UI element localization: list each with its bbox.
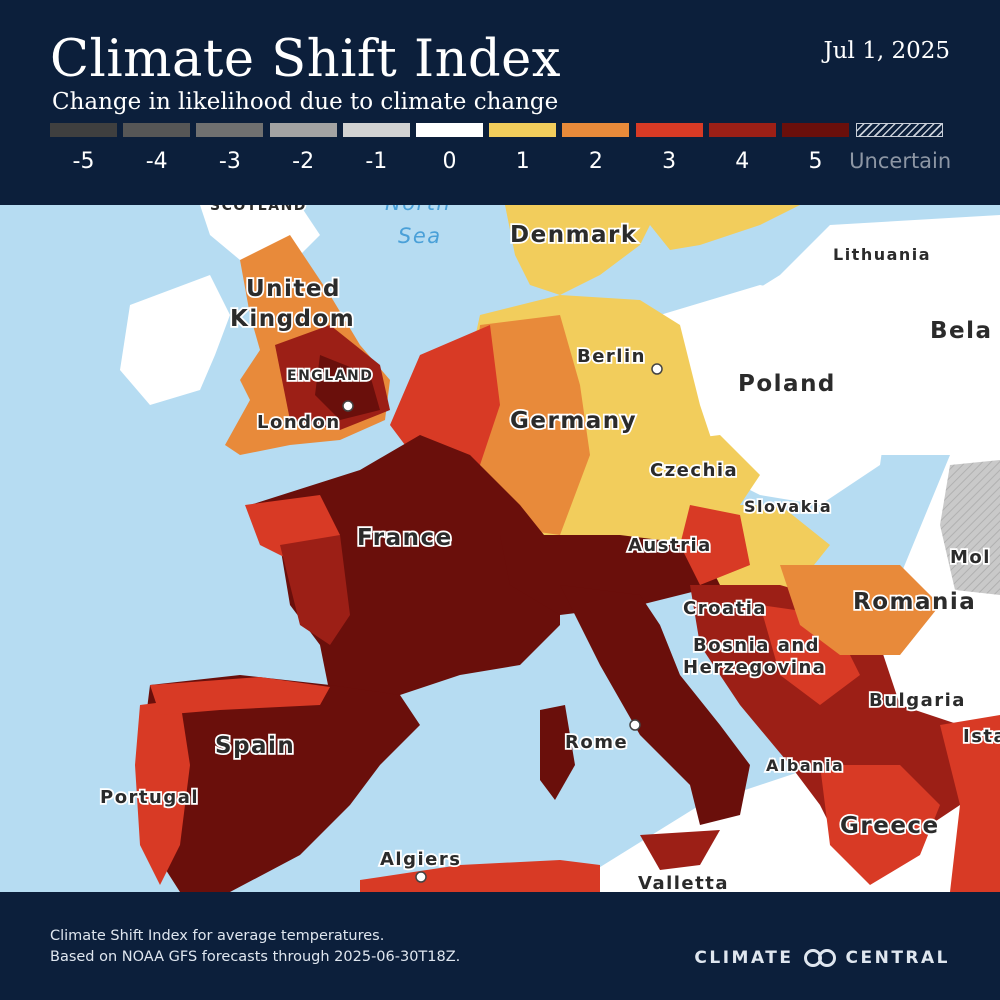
footnote-line-2: Based on NOAA GFS forecasts through 2025… bbox=[50, 949, 461, 965]
brand-right-text: CENTRAL bbox=[845, 948, 950, 968]
greece-label: Greece bbox=[840, 813, 940, 839]
csi-map[interactable]: SCOTLAND North Sea Denmark Lithuania Uni… bbox=[0, 205, 1000, 892]
algiers-marker bbox=[415, 871, 427, 883]
lithuania-label: Lithuania bbox=[833, 245, 931, 264]
portugal-label: Portugal bbox=[100, 787, 199, 808]
color-legend: -5 -4 -3 -2 -1 0 1 2 3 4 5 Uncertain bbox=[50, 123, 951, 183]
legend-swatch bbox=[269, 123, 337, 137]
bosnia-label-1: Bosnia and bbox=[693, 635, 820, 656]
france-label: France bbox=[357, 525, 453, 551]
albania-label: Albania bbox=[766, 756, 844, 775]
belarus-label: Bela bbox=[930, 318, 993, 344]
legend-label: 3 bbox=[662, 149, 677, 174]
czechia-region bbox=[640, 435, 760, 515]
legend-swatch bbox=[562, 123, 630, 137]
legend-swatch bbox=[123, 123, 191, 137]
footnote-line-1: Climate Shift Index for average temperat… bbox=[50, 928, 385, 944]
valletta-label: Valletta bbox=[638, 873, 729, 892]
czechia-label: Czechia bbox=[650, 460, 738, 481]
greece-region bbox=[820, 765, 940, 885]
legend-label: 2 bbox=[588, 149, 603, 174]
benelux-region bbox=[390, 325, 500, 465]
berlin-label: Berlin bbox=[577, 346, 646, 367]
legend-swatch bbox=[635, 123, 703, 137]
legend-label: 5 bbox=[808, 149, 823, 174]
bulgaria-label: Bulgaria bbox=[869, 690, 966, 711]
legend-label: -4 bbox=[145, 149, 168, 174]
legend-label: 1 bbox=[515, 149, 530, 174]
brand-logo-text[interactable]: CLIMATE CENTRAL bbox=[694, 948, 950, 968]
croatia-label: Croatia bbox=[683, 598, 767, 619]
austria-east-region bbox=[680, 505, 750, 585]
spain-label: Spain bbox=[215, 733, 295, 759]
legend-label-uncertain: Uncertain bbox=[849, 149, 952, 173]
bosnia-label-2: Herzegovina bbox=[683, 657, 826, 678]
ireland-region bbox=[120, 275, 230, 405]
england-label: ENGLAND bbox=[287, 368, 373, 384]
climate-central-logo-icon bbox=[803, 949, 836, 967]
uncertain-region bbox=[940, 460, 1000, 595]
legend-label: -3 bbox=[218, 149, 241, 174]
brand-left-text: CLIMATE bbox=[694, 948, 794, 968]
legend-swatch bbox=[196, 123, 264, 137]
north-sea-label-1: North bbox=[385, 205, 451, 215]
algiers-label: Algiers bbox=[380, 849, 461, 870]
alps-region bbox=[500, 535, 720, 615]
page-title: Climate Shift Index bbox=[50, 30, 562, 89]
london-label: London bbox=[257, 412, 341, 433]
denmark-region bbox=[505, 205, 660, 295]
germany-label: Germany bbox=[510, 408, 637, 434]
london-marker bbox=[342, 400, 354, 412]
uk-label-1: United bbox=[246, 276, 341, 302]
poland-label: Poland bbox=[738, 371, 836, 397]
france-west-region bbox=[280, 535, 350, 645]
map-canvas: SCOTLAND North Sea Denmark Lithuania Uni… bbox=[98, 205, 1000, 892]
legend-swatch bbox=[489, 123, 557, 137]
rome-label: Rome bbox=[565, 732, 628, 753]
legend-swatch bbox=[782, 123, 849, 137]
sweden-region bbox=[640, 205, 800, 250]
north-africa-region bbox=[360, 860, 600, 892]
date-label: Jul 1, 2025 bbox=[823, 38, 951, 64]
legend-label: -1 bbox=[365, 149, 388, 174]
sicily-region bbox=[640, 830, 720, 870]
legend-swatch-uncertain bbox=[856, 123, 944, 137]
header: Climate Shift Index Change in likelihood… bbox=[0, 0, 1000, 205]
romania-label: Romania bbox=[853, 589, 976, 615]
legend-label: 0 bbox=[442, 149, 457, 174]
legend-label: -5 bbox=[72, 149, 95, 174]
turkey-region bbox=[940, 715, 1000, 892]
legend-swatch bbox=[708, 123, 776, 137]
legend-swatch bbox=[50, 123, 117, 137]
scotland-label: SCOTLAND bbox=[210, 205, 307, 214]
uk-label-2: Kingdom bbox=[230, 306, 355, 332]
austria-label: Austria bbox=[628, 535, 712, 556]
denmark-label: Denmark bbox=[510, 222, 638, 248]
legend-swatch bbox=[342, 123, 410, 137]
rome-marker bbox=[629, 719, 641, 731]
romania-region bbox=[780, 565, 940, 655]
istanbul-label: Ista bbox=[963, 726, 1000, 747]
italy-region bbox=[560, 585, 750, 825]
moldova-label: Mol bbox=[950, 547, 991, 568]
england-core-region bbox=[315, 355, 380, 420]
legend-label: -2 bbox=[292, 149, 315, 174]
berlin-marker bbox=[651, 363, 663, 375]
portugal-region bbox=[135, 700, 190, 885]
iberia-region bbox=[140, 675, 420, 892]
footer: Climate Shift Index for average temperat… bbox=[0, 892, 1000, 1000]
legend-swatch bbox=[416, 123, 483, 137]
north-sea-label-2: Sea bbox=[398, 224, 442, 248]
page-subtitle: Change in likelihood due to climate chan… bbox=[52, 89, 559, 115]
sardinia-region bbox=[540, 705, 575, 800]
slovakia-label: Slovakia bbox=[744, 497, 832, 516]
spain-north-region bbox=[150, 677, 330, 715]
germany-west-region bbox=[470, 315, 590, 535]
legend-label: 4 bbox=[735, 149, 750, 174]
